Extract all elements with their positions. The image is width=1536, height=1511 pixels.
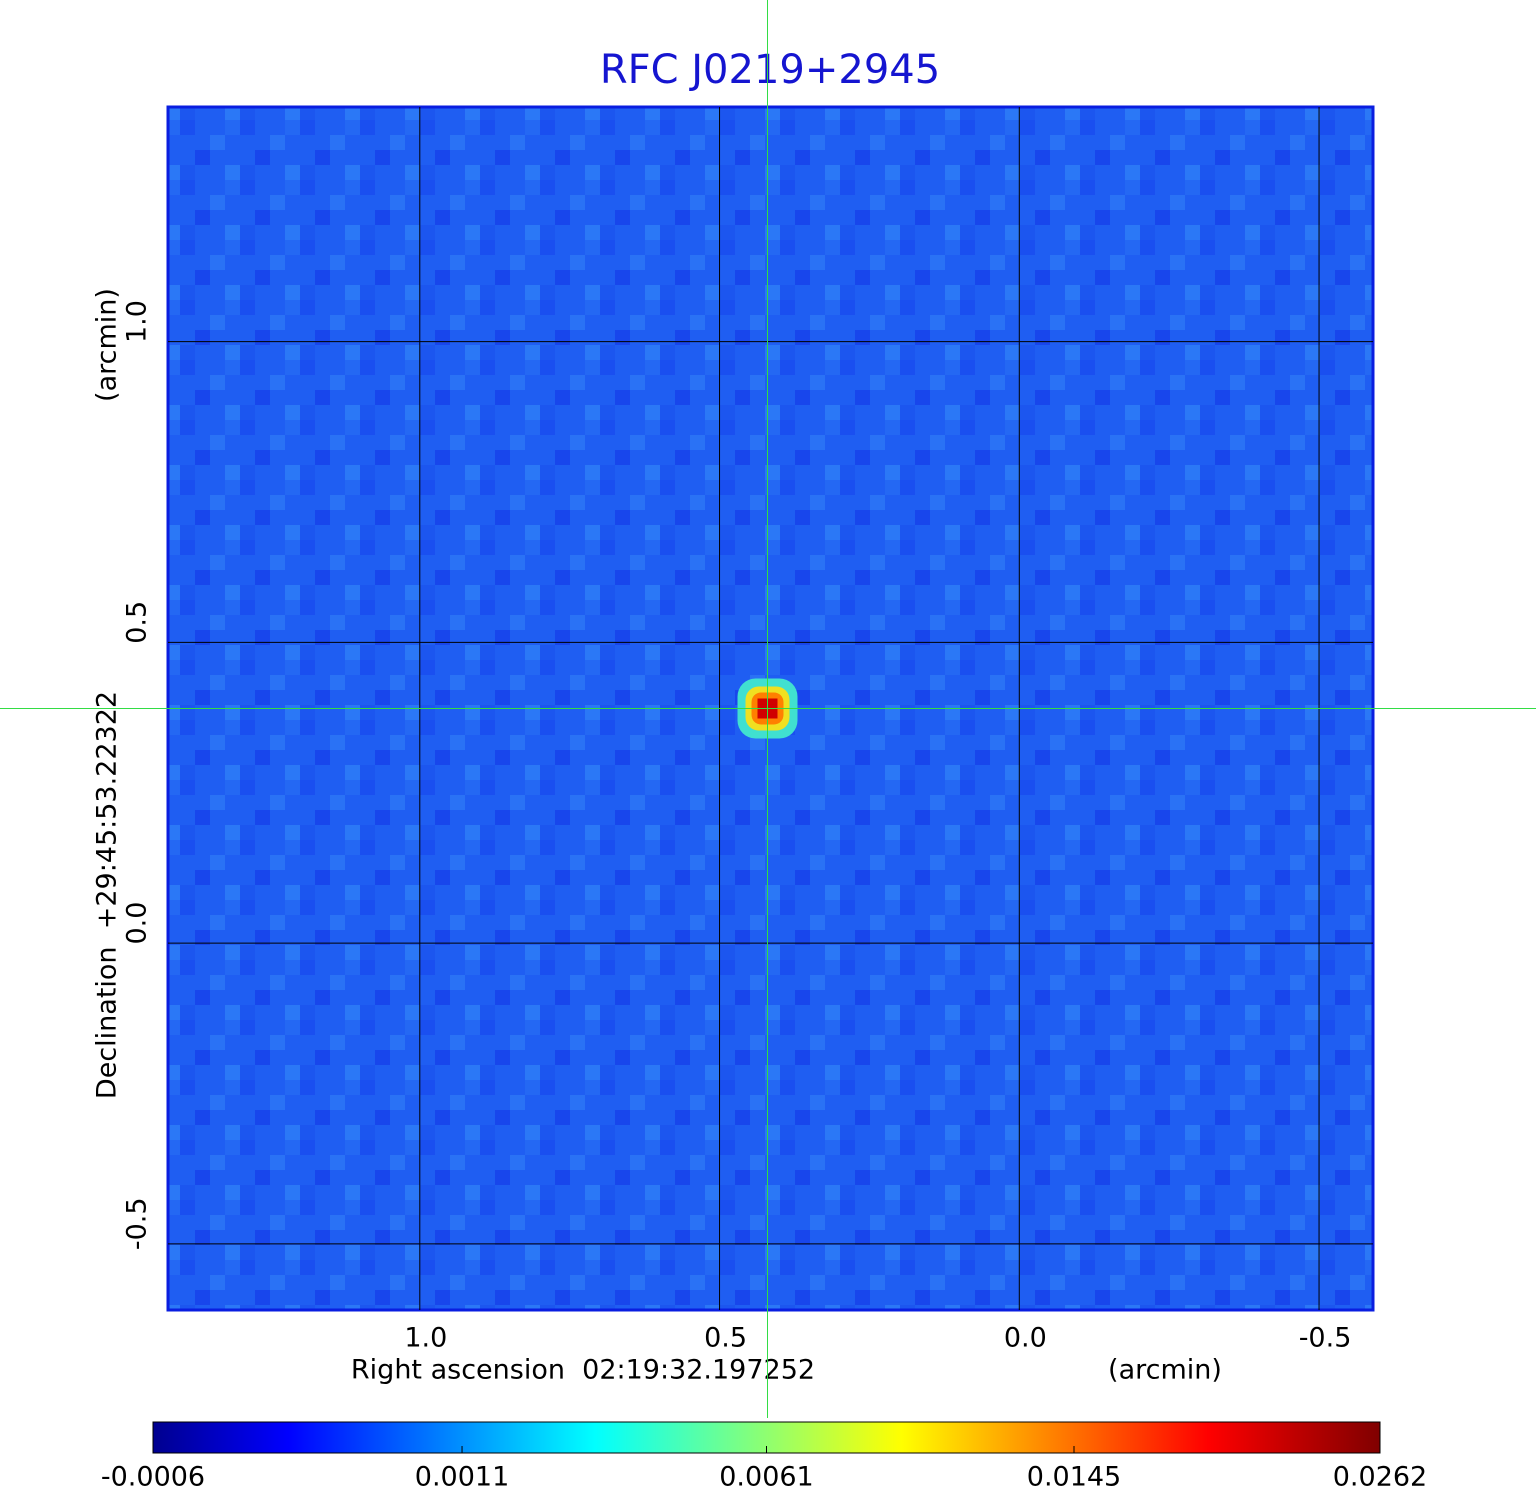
y-axis-unit: (arcmin) xyxy=(92,288,123,402)
x-axis-unit: (arcmin) xyxy=(1108,1355,1222,1386)
x-tick-label: -0.5 xyxy=(1299,1323,1352,1354)
x-tick-label: 0.5 xyxy=(704,1323,747,1354)
colorbar-tick-label: -0.0006 xyxy=(101,1462,205,1493)
y-tick-label: 0.5 xyxy=(122,601,153,644)
y-tick-label: -0.5 xyxy=(122,1197,153,1250)
colorbar-tick-label: 0.0061 xyxy=(719,1462,813,1493)
colorbar-tick-label: 0.0262 xyxy=(1333,1462,1427,1493)
y-tick-label: 0.0 xyxy=(122,902,153,945)
colorbar-tick-label: 0.0011 xyxy=(415,1462,509,1493)
x-tick-label: 0.0 xyxy=(1004,1323,1047,1354)
chart-title: RFC J0219+2945 xyxy=(600,47,940,93)
y-axis-label: Declination +29:45:53.22322 xyxy=(92,691,123,1099)
x-axis-label: Right ascension 02:19:32.197252 xyxy=(351,1355,815,1386)
x-tick-label: 1.0 xyxy=(404,1323,447,1354)
colorbar-tick-label: 0.0145 xyxy=(1027,1462,1121,1493)
y-tick-label: 1.0 xyxy=(122,300,153,343)
